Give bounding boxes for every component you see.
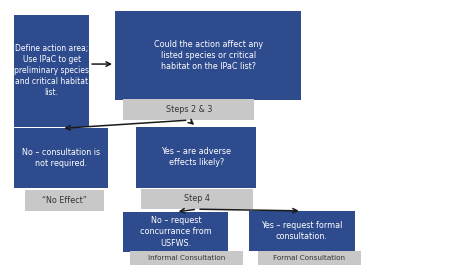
Text: “No Effect”: “No Effect” xyxy=(42,196,87,205)
FancyBboxPatch shape xyxy=(14,128,109,188)
Text: Step 4: Step 4 xyxy=(184,194,210,203)
FancyBboxPatch shape xyxy=(249,211,355,251)
FancyBboxPatch shape xyxy=(257,251,361,265)
Text: Yes – request formal
consultation.: Yes – request formal consultation. xyxy=(261,221,343,241)
FancyBboxPatch shape xyxy=(124,99,254,120)
Text: Steps 2 & 3: Steps 2 & 3 xyxy=(165,105,212,114)
FancyBboxPatch shape xyxy=(141,189,253,209)
FancyBboxPatch shape xyxy=(25,190,104,211)
Text: Define action area;
Use IPaC to get
preliminary species
and critical habitat
lis: Define action area; Use IPaC to get prel… xyxy=(14,44,89,97)
Text: Formal Consultation: Formal Consultation xyxy=(273,255,346,261)
FancyBboxPatch shape xyxy=(14,15,89,127)
FancyBboxPatch shape xyxy=(124,212,228,252)
FancyBboxPatch shape xyxy=(137,127,256,188)
FancyBboxPatch shape xyxy=(130,251,244,265)
Text: Yes – are adverse
effects likely?: Yes – are adverse effects likely? xyxy=(161,147,231,167)
Text: Informal Consultation: Informal Consultation xyxy=(148,255,225,261)
Text: No – consultation is
not required.: No – consultation is not required. xyxy=(22,148,100,168)
FancyBboxPatch shape xyxy=(115,11,301,100)
Text: No – request
concurrance from
USFWS.: No – request concurrance from USFWS. xyxy=(140,216,212,248)
Text: Could the action affect any
listed species or critical
habitat on the IPaC list?: Could the action affect any listed speci… xyxy=(154,40,263,71)
